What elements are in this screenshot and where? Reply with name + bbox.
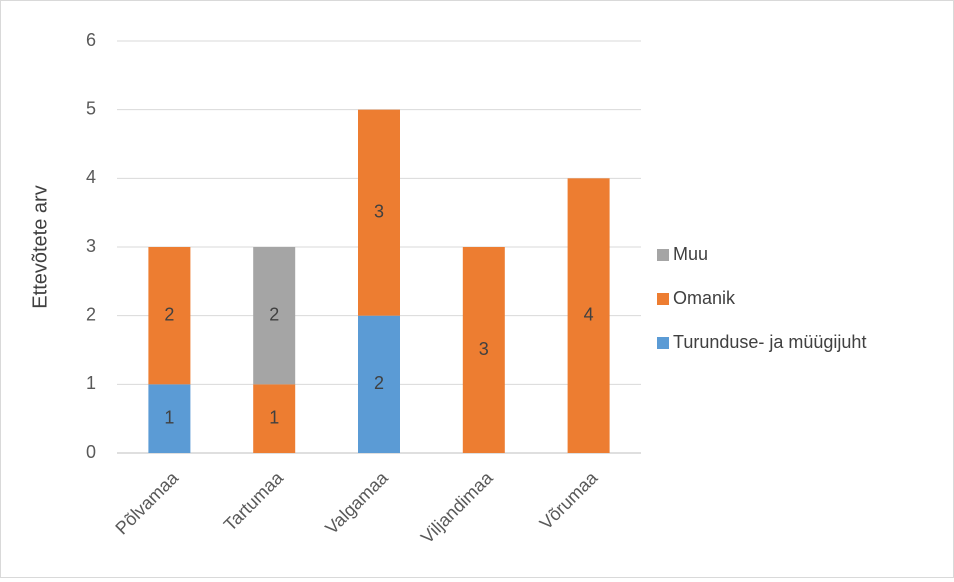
x-tick-label: Tartumaa [220, 467, 288, 535]
data-label: 3 [374, 201, 384, 221]
legend-swatch [657, 249, 669, 261]
data-label: 4 [584, 304, 594, 324]
data-labels: 1 2 1 2 2 3 3 4 [164, 201, 593, 427]
x-tick-label: Viljandimaa [417, 467, 497, 547]
y-tick-label: 1 [86, 373, 96, 393]
bar-segment [358, 315, 400, 453]
data-label: 2 [164, 304, 174, 324]
legend-swatch [657, 293, 669, 305]
data-label: 3 [479, 339, 489, 359]
bar-segment [253, 384, 296, 453]
legend-label: Muu [673, 244, 708, 264]
y-tick-label: 6 [86, 30, 96, 50]
x-tick-label: Valgamaa [321, 467, 392, 538]
legend-swatch [657, 337, 669, 349]
y-tick-label: 3 [86, 236, 96, 256]
y-tick-label: 4 [86, 167, 96, 187]
bar-segment [567, 178, 610, 454]
data-label: 2 [269, 304, 279, 324]
x-tick-label: Põlvamaa [111, 467, 182, 538]
bar-segment [462, 247, 505, 453]
data-label: 2 [374, 373, 384, 393]
legend-label: Turunduse- ja müügijuht [673, 332, 866, 352]
y-tick-label: 2 [86, 304, 96, 324]
data-label: 1 [269, 407, 279, 427]
x-axis-ticks: Põlvamaa Tartumaa Valgamaa Viljandimaa Võrum… [111, 467, 602, 547]
bar-segment [148, 247, 191, 385]
y-axis-ticks: 0 1 2 3 4 5 6 [86, 30, 96, 462]
bars [148, 109, 610, 454]
y-axis-label: Ettevõtete arv [29, 185, 51, 308]
bar-segment [253, 247, 296, 385]
x-tick-label: Võrumaa [536, 467, 602, 533]
y-tick-label: 0 [86, 442, 96, 462]
legend-label: Omanik [673, 288, 736, 308]
bar-segment [358, 109, 400, 316]
bar-segment [148, 384, 191, 453]
data-label: 1 [164, 407, 174, 427]
y-tick-label: 5 [86, 98, 96, 118]
legend: Muu Omanik Turunduse- ja müügijuht [657, 244, 866, 352]
